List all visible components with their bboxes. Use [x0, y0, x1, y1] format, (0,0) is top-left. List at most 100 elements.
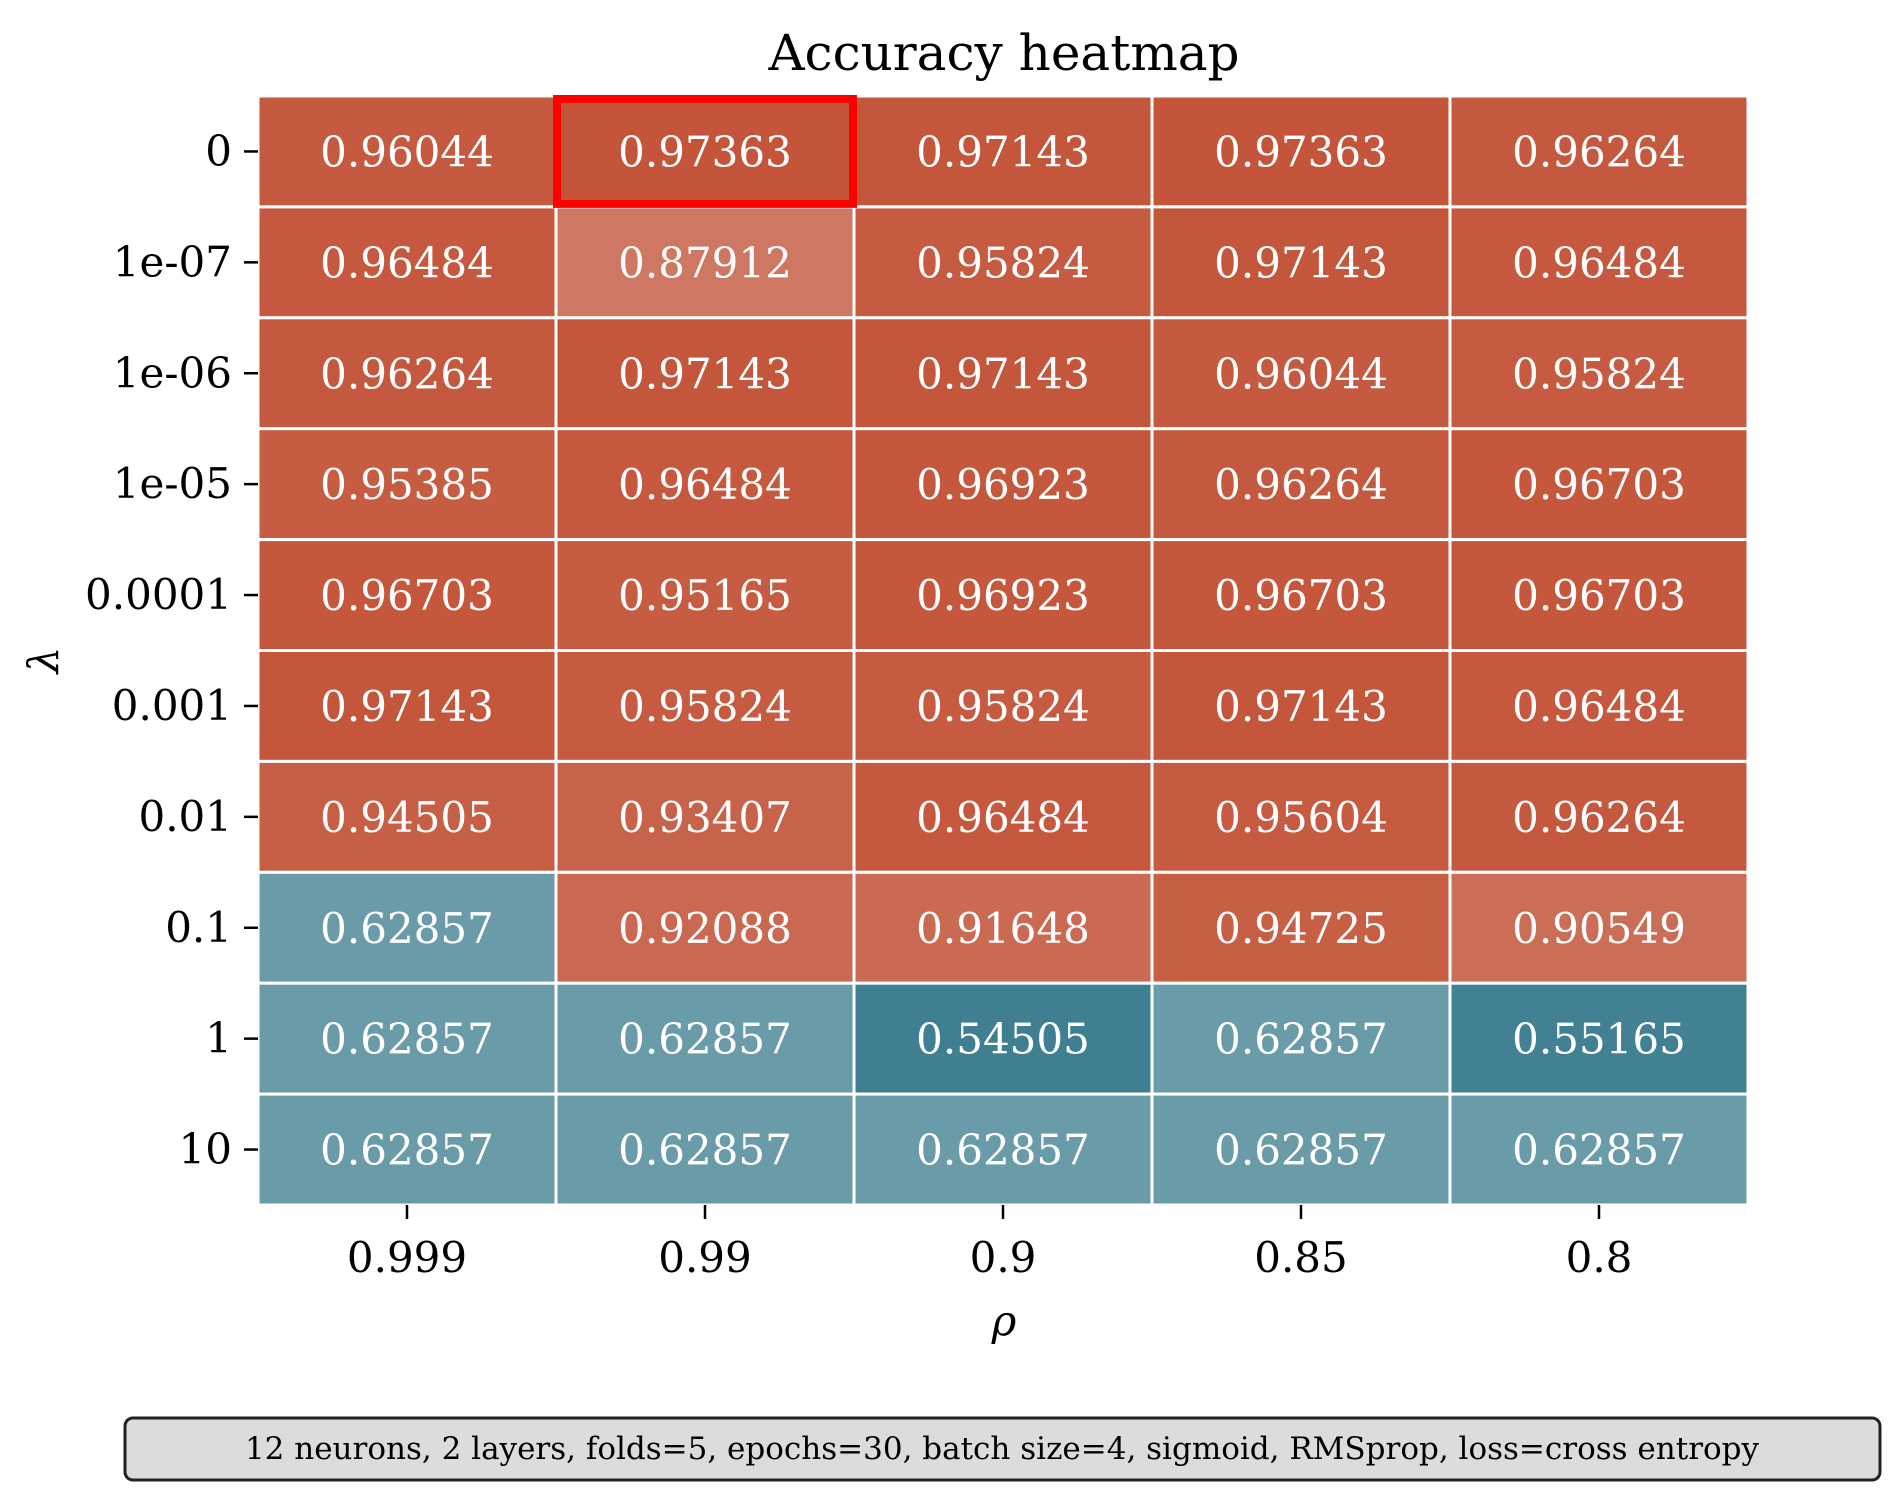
y-tick-label: 0 — [205, 126, 232, 175]
highlight-rectangle — [553, 95, 857, 208]
footer-caption: 12 neurons, 2 layers, folds=5, epochs=30… — [245, 1431, 1760, 1467]
heatmap-cell — [1448, 205, 1750, 320]
heatmap-cell — [256, 759, 558, 874]
heatmap-cell — [554, 870, 856, 985]
heatmap-cell — [1150, 870, 1452, 985]
heatmap-cell — [852, 538, 1154, 652]
heatmap-cell — [1448, 1092, 1750, 1207]
heatmap-cell — [554, 981, 856, 1096]
cell-value-label: 0.96703 — [320, 571, 494, 620]
heatmap-cells — [256, 94, 1750, 1207]
cell-value-label: 0.96923 — [916, 571, 1090, 620]
cell-value-label: 0.97363 — [1214, 127, 1388, 176]
cell-value-label: 0.62857 — [1214, 1015, 1388, 1064]
y-tick-label: 1e-07 — [113, 237, 232, 286]
cell-value-label: 0.97143 — [916, 349, 1090, 398]
heatmap-cell — [256, 870, 558, 985]
heatmap-annotations: 0.96044 0.97363 0.97143 0.97363 0.96264 0.964… — [320, 127, 1686, 1174]
cell-value-label: 0.95824 — [618, 682, 792, 731]
cell-value-label: 0.96703 — [1512, 571, 1686, 620]
cell-value-label: 0.62857 — [320, 1126, 494, 1175]
cell-value-label: 0.95824 — [1512, 349, 1686, 398]
heatmap-cell — [852, 94, 1154, 209]
heatmap-cell — [256, 538, 558, 652]
y-tick-label: 10 — [179, 1125, 232, 1174]
x-tick-label: 0.9 — [970, 1233, 1037, 1282]
cell-value-label: 0.97143 — [618, 349, 792, 398]
cell-value-label: 0.96484 — [618, 460, 792, 509]
cell-value-label: 0.95165 — [618, 571, 792, 620]
x-axis: 0.999 0.99 0.9 0.85 0.8 — [347, 1205, 1633, 1282]
heatmap-cell — [852, 1092, 1154, 1207]
cell-value-label: 0.55165 — [1512, 1015, 1686, 1064]
cell-value-label: 0.97143 — [916, 127, 1090, 176]
heatmap-cell — [554, 538, 856, 652]
heatmap-cell — [554, 1092, 856, 1207]
cell-value-label: 0.96264 — [320, 349, 494, 398]
cell-value-label: 0.97143 — [320, 682, 494, 731]
cell-value-label: 0.96484 — [320, 238, 494, 287]
y-axis: 0 1e-07 1e-06 1e-05 0.0001 0.001 0.01 0.1 1 10 — [85, 126, 258, 1174]
heatmap-cell — [1448, 538, 1750, 652]
cell-value-label: 0.62857 — [618, 1126, 792, 1175]
cell-value-label: 0.96044 — [1214, 349, 1388, 398]
heatmap-cell — [554, 649, 856, 763]
cell-value-label: 0.62857 — [320, 1015, 494, 1064]
cell-value-label: 0.96264 — [1214, 460, 1388, 509]
chart-title: Accuracy heatmap — [767, 24, 1239, 82]
heatmap-cell — [1448, 981, 1750, 1096]
x-tick-label: 0.8 — [1566, 1233, 1633, 1282]
heatmap-cell — [852, 427, 1154, 542]
footer-box-frame — [123, 1416, 1882, 1482]
footer-box: 12 neurons, 2 layers, folds=5, epochs=30… — [123, 1416, 1882, 1482]
cell-value-label: 0.96923 — [916, 460, 1090, 509]
x-axis-label: ρ — [991, 1296, 1017, 1345]
heatmap-cell — [256, 1092, 558, 1207]
heatmap-cell — [554, 316, 856, 431]
cell-value-label: 0.96044 — [320, 127, 494, 176]
x-tick-label: 0.99 — [658, 1233, 752, 1282]
x-tick-label: 0.999 — [347, 1233, 467, 1282]
cell-value-label: 0.93407 — [618, 793, 792, 842]
heatmap-cell — [1150, 1092, 1452, 1207]
x-tick-label: 0.85 — [1254, 1233, 1348, 1282]
cell-value-label: 0.96484 — [1512, 682, 1686, 731]
cell-value-label: 0.96703 — [1214, 571, 1388, 620]
cell-value-label: 0.92088 — [618, 904, 792, 953]
heatmap-cell — [1448, 870, 1750, 985]
cell-value-label: 0.90549 — [1512, 904, 1686, 953]
y-tick-label: 0.001 — [112, 681, 232, 730]
cell-value-label: 0.97143 — [1214, 238, 1388, 287]
y-tick-label: 1 — [205, 1014, 232, 1063]
cell-value-label: 0.95824 — [916, 238, 1090, 287]
cell-value-label: 0.62857 — [1214, 1126, 1388, 1175]
cell-value-label: 0.95385 — [320, 460, 494, 509]
heatmap-cell — [1448, 649, 1750, 763]
cell-value-label: 0.87912 — [618, 238, 792, 287]
heatmap-cell — [554, 427, 856, 542]
cell-value-label: 0.94725 — [1214, 904, 1388, 953]
cell-value-label: 0.96264 — [1512, 793, 1686, 842]
cell-value-label: 0.95604 — [1214, 793, 1388, 842]
heatmap-cell — [1150, 649, 1452, 763]
cell-value-label: 0.94505 — [320, 793, 494, 842]
cell-value-label: 0.97143 — [1214, 682, 1388, 731]
cell-value-label: 0.96484 — [1512, 238, 1686, 287]
cell-value-label: 0.62857 — [1512, 1126, 1686, 1175]
heatmap-cell — [554, 94, 856, 209]
heatmap-cell — [852, 205, 1154, 320]
y-tick-label: 0.0001 — [85, 570, 232, 619]
heatmap-cell — [1448, 427, 1750, 542]
y-tick-label: 1e-06 — [113, 348, 232, 397]
cell-value-label: 0.62857 — [618, 1015, 792, 1064]
y-tick-label: 0.01 — [138, 792, 232, 841]
y-axis-label: λ — [19, 647, 68, 676]
cell-value-label: 0.62857 — [916, 1126, 1090, 1175]
heatmap-cell — [852, 649, 1154, 763]
heatmap-cell — [1150, 427, 1452, 542]
heatmap-cell — [256, 94, 558, 209]
cell-value-label: 0.54505 — [916, 1015, 1090, 1064]
cell-value-label: 0.62857 — [320, 904, 494, 953]
heatmap-cell — [1150, 316, 1452, 431]
